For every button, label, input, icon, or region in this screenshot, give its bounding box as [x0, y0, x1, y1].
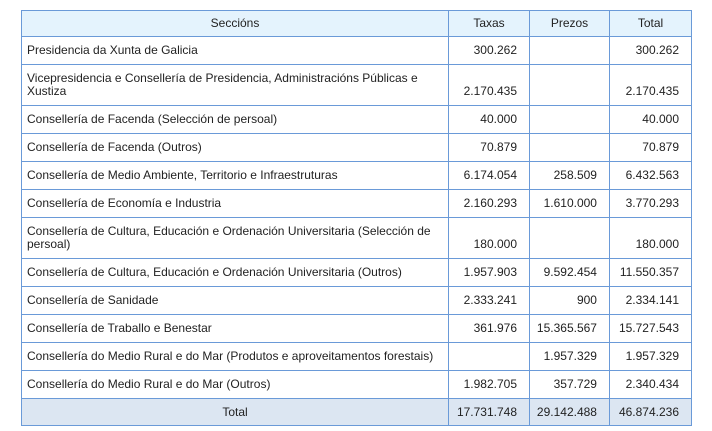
- total-label: Total: [20, 398, 450, 426]
- cell-seccion: Consellería do Medio Rural e do Mar (Out…: [20, 370, 450, 399]
- cell-taxas: 1.957.903: [448, 258, 530, 287]
- cell-taxas: 300.262: [448, 36, 530, 65]
- cell-taxas: 1.982.705: [448, 370, 530, 399]
- cell-prezos: 258.509: [529, 161, 610, 190]
- total-prezos: 29.142.488: [529, 398, 610, 426]
- table-row: Consellería do Medio Rural e do Mar (Out…: [20, 370, 693, 399]
- cell-total: 180.000: [608, 217, 693, 259]
- cell-taxas: 70.879: [448, 133, 530, 162]
- total-taxas: 17.731.748: [448, 398, 530, 426]
- cell-taxas: 2.333.241: [448, 286, 530, 315]
- total-row: Total 17.731.748 29.142.488 46.874.236: [20, 398, 693, 426]
- cell-total: 2.170.435: [608, 64, 693, 106]
- cell-taxas: [448, 342, 530, 371]
- cell-seccion: Consellería de Facenda (Selección de per…: [20, 105, 450, 134]
- cell-total: 2.334.141: [608, 286, 693, 315]
- cell-prezos: 1.610.000: [529, 189, 610, 218]
- cell-prezos: 900: [529, 286, 610, 315]
- cell-taxas: 6.174.054: [448, 161, 530, 190]
- table-row: Consellería de Cultura, Educación e Orde…: [20, 258, 693, 287]
- cell-seccion: Presidencia da Xunta de Galicia: [20, 36, 450, 65]
- table-row: Vicepresidencia e Consellería de Preside…: [20, 64, 693, 106]
- cell-prezos: 9.592.454: [529, 258, 610, 287]
- cell-seccion: Consellería de Cultura, Educación e Orde…: [20, 217, 450, 259]
- cell-total: 6.432.563: [608, 161, 693, 190]
- total-total: 46.874.236: [608, 398, 693, 426]
- budget-table: Seccións Taxas Prezos Total Presidencia …: [20, 10, 693, 426]
- table-row: Consellería de Medio Ambiente, Territori…: [20, 161, 693, 190]
- cell-prezos: [529, 133, 610, 162]
- cell-total: 1.957.329: [608, 342, 693, 371]
- header-total: Total: [608, 10, 693, 37]
- cell-total: 15.727.543: [608, 314, 693, 343]
- cell-total: 300.262: [608, 36, 693, 65]
- cell-seccion: Vicepresidencia e Consellería de Preside…: [20, 64, 450, 106]
- cell-prezos: 1.957.329: [529, 342, 610, 371]
- table-row: Consellería de Facenda (Outros) 70.879 7…: [20, 133, 693, 162]
- cell-seccion: Consellería de Medio Ambiente, Territori…: [20, 161, 450, 190]
- cell-seccion: Consellería de Cultura, Educación e Orde…: [20, 258, 450, 287]
- cell-seccion: Consellería de Economía e Industria: [20, 189, 450, 218]
- table-row: Presidencia da Xunta de Galicia 300.262 …: [20, 36, 693, 65]
- header-seccions: Seccións: [20, 10, 450, 37]
- header-row: Seccións Taxas Prezos Total: [20, 10, 693, 37]
- cell-taxas: 40.000: [448, 105, 530, 134]
- cell-taxas: 180.000: [448, 217, 530, 259]
- cell-total: 70.879: [608, 133, 693, 162]
- cell-seccion: Consellería de Facenda (Outros): [20, 133, 450, 162]
- table-row: Consellería de Cultura, Educación e Orde…: [20, 217, 693, 259]
- cell-seccion: Consellería do Medio Rural e do Mar (Pro…: [20, 342, 450, 371]
- cell-seccion: Consellería de Sanidade: [20, 286, 450, 315]
- table-row: Consellería de Facenda (Selección de per…: [20, 105, 693, 134]
- table-row: Consellería de Economía e Industria 2.16…: [20, 189, 693, 218]
- cell-prezos: [529, 64, 610, 106]
- cell-total: 40.000: [608, 105, 693, 134]
- cell-total: 3.770.293: [608, 189, 693, 218]
- cell-taxas: 361.976: [448, 314, 530, 343]
- cell-prezos: [529, 217, 610, 259]
- cell-total: 11.550.357: [608, 258, 693, 287]
- cell-seccion: Consellería de Traballo e Benestar: [20, 314, 450, 343]
- cell-prezos: [529, 36, 610, 65]
- header-prezos: Prezos: [529, 10, 610, 37]
- cell-prezos: 15.365.567: [529, 314, 610, 343]
- cell-taxas: 2.170.435: [448, 64, 530, 106]
- cell-taxas: 2.160.293: [448, 189, 530, 218]
- cell-prezos: [529, 105, 610, 134]
- cell-total: 2.340.434: [608, 370, 693, 399]
- header-taxas: Taxas: [448, 10, 530, 37]
- cell-prezos: 357.729: [529, 370, 610, 399]
- table-row: Consellería de Traballo e Benestar 361.9…: [20, 314, 693, 343]
- table-row: Consellería do Medio Rural e do Mar (Pro…: [20, 342, 693, 371]
- table-row: Consellería de Sanidade 2.333.241 900 2.…: [20, 286, 693, 315]
